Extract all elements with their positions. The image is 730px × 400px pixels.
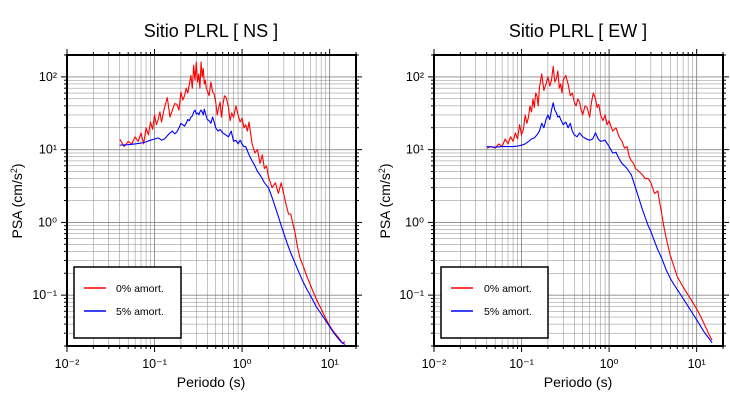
series-line <box>486 65 713 341</box>
axis-ticks: 10⁻² 10⁻¹ 10⁰ 10¹ 10⁻¹ 10⁰ 10¹ 10² <box>399 49 729 371</box>
legend-box <box>440 266 549 339</box>
series-line <box>119 61 346 344</box>
x-tick-label: 10¹ <box>321 357 339 371</box>
x-tick-label: 10⁻² <box>422 357 447 371</box>
legend: 0% amort. 5% amort. <box>440 266 549 339</box>
y-tick-label: 10⁻¹ <box>32 288 57 302</box>
legend-label: 5% amort. <box>116 306 164 318</box>
chart-panel-ew: Sitio PLRL [ EW ] 10⁻² 10⁻¹ 10⁰ 10¹10⁻¹10⁰1… <box>377 21 729 390</box>
chart-title: Sitio PLRL [ EW ] <box>509 21 647 41</box>
series-lines <box>486 65 713 344</box>
legend-label: 0% amort. <box>116 283 164 295</box>
legend-label: 5% amort. <box>484 306 532 318</box>
legend-box <box>73 266 182 339</box>
y-tick-label: 10¹ <box>39 143 57 157</box>
x-tick-label: 10⁻¹ <box>509 357 534 371</box>
legend-label: 0% amort. <box>484 283 532 295</box>
y-tick-label: 10⁰ <box>405 215 424 229</box>
x-tick-label: 10⁻² <box>55 357 80 371</box>
y-axis-title: PSA (cm/s2) <box>377 163 393 238</box>
legend: 0% amort. 5% amort. <box>73 266 182 339</box>
x-tick-label: 10⁻¹ <box>142 357 167 371</box>
chart-panel-ns: Sitio PLRL [ NS ] 10⁻² 10⁻¹ 10⁰ 10¹10⁻¹10⁰1… <box>9 21 362 390</box>
chart-title: Sitio PLRL [ NS ] <box>144 21 278 41</box>
y-axis-title: PSA (cm/s2) <box>9 163 25 238</box>
y-tick-label: 10¹ <box>406 143 424 157</box>
series-lines <box>119 61 346 345</box>
series-line <box>486 102 713 344</box>
x-axis-title: Periodo (s) <box>177 374 245 390</box>
y-tick-label: 10² <box>39 70 57 84</box>
y-tick-label: 10⁰ <box>38 215 57 229</box>
y-tick-label: 10⁻¹ <box>399 288 424 302</box>
x-tick-label: 10¹ <box>688 357 706 371</box>
y-tick-label: 10² <box>406 70 424 84</box>
x-tick-label: 10⁰ <box>233 357 252 371</box>
x-tick-label: 10⁰ <box>600 357 619 371</box>
axis-ticks: 10⁻² 10⁻¹ 10⁰ 10¹ 10⁻¹ 10⁰ 10¹ 10² <box>32 49 362 371</box>
x-axis-title: Periodo (s) <box>544 374 612 390</box>
series-line <box>119 108 346 345</box>
grid-lines <box>66 54 357 347</box>
